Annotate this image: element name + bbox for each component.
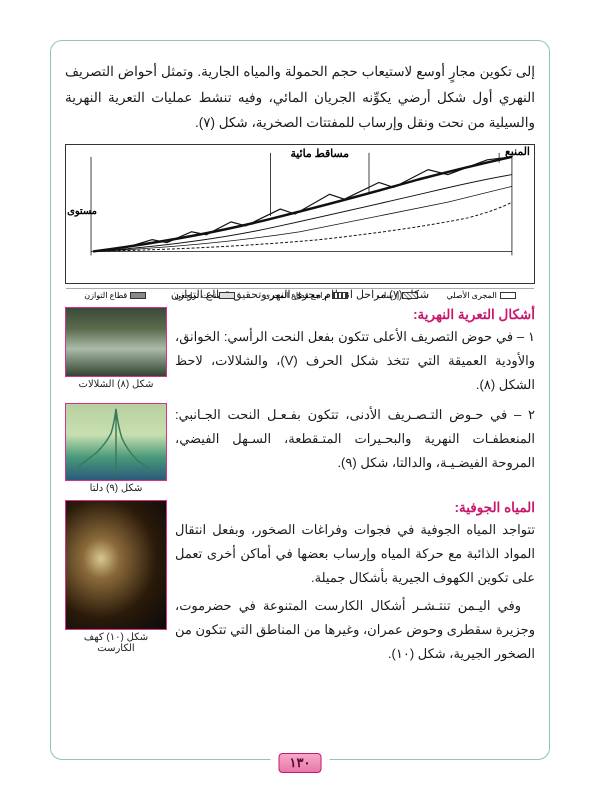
river-profile-diagram: المنبع مساقط مائية مستوى القاعدة المجرى … <box>65 144 535 284</box>
svg-text:مستوى القاعدة: مستوى القاعدة <box>66 206 97 217</box>
figure-8-waterfall <box>65 307 167 377</box>
figure-10-caption: شكل (١٠) كهف الكارست <box>65 632 167 654</box>
diagram-legend: المجرى الأصلي إرساب تراجع قطاع المجرى نح… <box>66 288 534 302</box>
svg-text:مساقط مائية: مساقط مائية <box>291 148 350 160</box>
page-number-wrap: ١٣٠ <box>271 753 330 773</box>
page-number: ١٣٠ <box>279 753 322 773</box>
section1-item2: ٢ – في حـوض التـصـريف الأدنى، تتكون بفـع… <box>175 403 535 475</box>
page-frame: إلى تكوين مجارٍ أوسع لاستيعاب حجم الحمول… <box>50 40 550 760</box>
section2-heading: المياه الجوفية: <box>175 500 535 516</box>
section1-heading: أشكال التعرية النهرية: <box>175 307 535 323</box>
section1-item1: ١ – في حوض التصريف الأعلى تتكون بفعل الن… <box>175 325 535 397</box>
figure-10-cave <box>65 500 167 630</box>
intro-paragraph: إلى تكوين مجارٍ أوسع لاستيعاب حجم الحمول… <box>65 59 535 136</box>
figure-9-delta <box>65 403 167 481</box>
figure-8-caption: شكل (٨) الشلالات <box>65 379 167 390</box>
figure-9-caption: شكل (٩) دلتا <box>65 483 167 494</box>
section2-p1: تتواجد المياه الجوفية في فجوات وفراغات ا… <box>175 518 535 590</box>
svg-text:المنبع: المنبع <box>505 146 530 158</box>
section2-p2: وفي اليـمن تنتـشـر أشكال الكارست المتنوع… <box>175 594 535 666</box>
